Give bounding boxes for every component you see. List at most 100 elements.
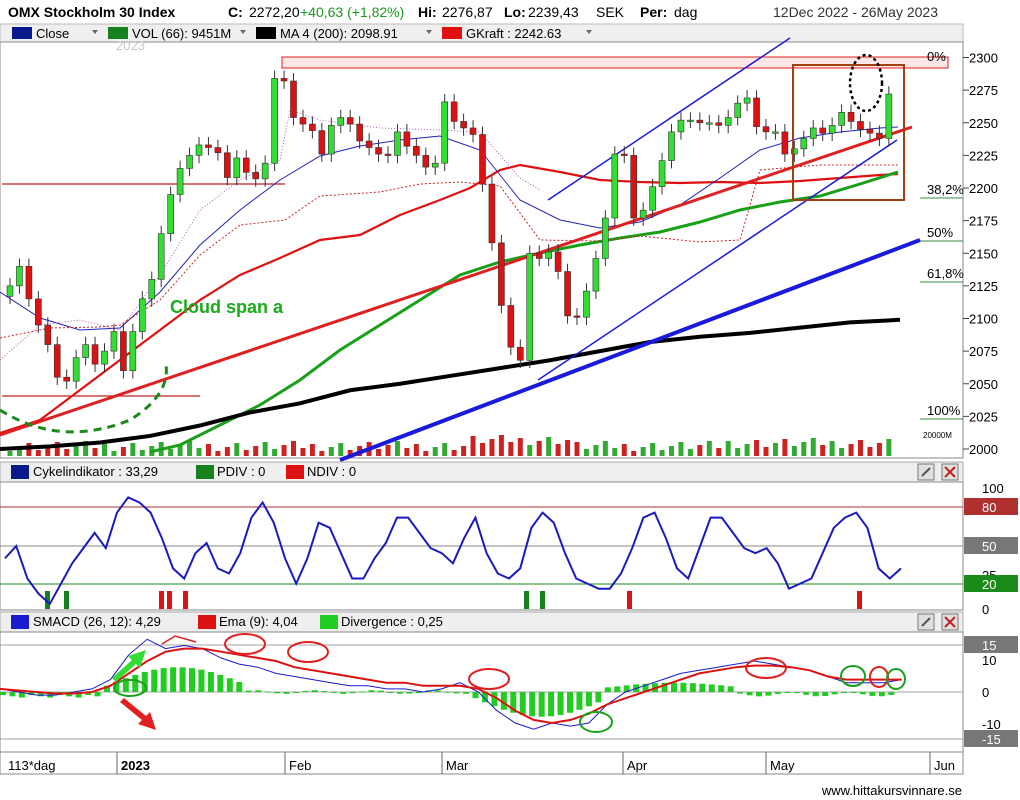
volume-bar — [867, 447, 873, 456]
cycle-tools-button[interactable] — [917, 463, 935, 481]
date-range: 12Dec 2022 - 26May 2023 — [773, 4, 938, 20]
down-arrow-icon — [120, 698, 156, 730]
candle-body — [687, 119, 694, 122]
volume-bar — [281, 445, 287, 456]
volume-bar — [376, 449, 382, 456]
candle-body — [639, 209, 647, 219]
chevron-down-icon — [240, 30, 246, 34]
time-axis-label: Apr — [627, 758, 648, 773]
price-axis-label: 2175 — [969, 214, 998, 229]
volume-bar — [565, 440, 571, 456]
histogram-bar — [236, 681, 243, 692]
cycle-axis-label: 0 — [982, 602, 989, 617]
volume-bar — [659, 450, 665, 456]
candle-body — [129, 331, 137, 371]
time-axis-label: May — [770, 758, 795, 773]
price-axis-label: 2100 — [969, 312, 998, 327]
histogram-bar — [869, 692, 876, 696]
volume-bar — [858, 440, 863, 456]
histogram-bar — [746, 692, 753, 696]
volume-bar — [451, 450, 457, 456]
candle-body — [91, 344, 99, 365]
candle-body — [290, 80, 297, 118]
stop-line — [0, 164, 898, 339]
volume-bar — [593, 445, 599, 456]
histogram-bar — [198, 669, 205, 692]
histogram-bar — [463, 692, 470, 694]
smacd-axis-label: 15 — [982, 638, 996, 653]
histogram-bar — [28, 692, 35, 696]
candle-body — [611, 153, 619, 219]
candle-body — [753, 97, 760, 127]
candle-body — [441, 101, 449, 164]
histogram-bar — [510, 692, 517, 713]
divergence-bar — [159, 591, 164, 609]
volume-bar — [338, 443, 344, 456]
candle-body — [271, 78, 278, 164]
volume-bar — [16, 447, 22, 456]
smacd-axis-label: 0 — [982, 685, 989, 700]
period-days-label: 113*dag — [8, 758, 55, 773]
candle-body — [72, 357, 80, 382]
histogram-bar — [359, 691, 366, 693]
candle-body — [205, 144, 212, 148]
histogram-bar — [548, 692, 555, 717]
volume-bar — [508, 442, 514, 456]
price-axis-label: 2150 — [969, 246, 998, 261]
volume-bar — [205, 444, 211, 456]
candle-body — [479, 134, 486, 185]
histogram-bar — [368, 690, 375, 692]
histogram-bar — [859, 692, 866, 695]
cycle-close-button[interactable] — [941, 463, 959, 481]
candle-body — [828, 125, 836, 134]
volume-bar — [461, 446, 467, 456]
candle-body — [261, 162, 269, 180]
smacd-tools-button[interactable] — [917, 613, 935, 631]
candle-body — [800, 138, 808, 150]
volume-bar — [839, 448, 845, 456]
signal-circle — [287, 641, 329, 663]
histogram-bar — [387, 692, 394, 693]
histogram-bar — [727, 686, 734, 692]
divergence-bar — [540, 591, 545, 609]
volume-bar — [73, 445, 79, 456]
volume-bar — [234, 443, 240, 456]
candle-body — [488, 183, 496, 244]
volume-bar — [243, 450, 249, 456]
smacd-close-button[interactable] — [941, 613, 959, 631]
currency: SEK — [596, 4, 625, 20]
low-label: Lo: — [504, 4, 526, 20]
price-axis-labels: 2300 2275 2250 2225 2200 2175 2150 2125 2100 2075… — [969, 51, 998, 458]
candle-body — [214, 147, 222, 154]
signal-circle — [745, 657, 787, 679]
volume-bar — [215, 451, 221, 456]
cycle-axis-label: 100 — [982, 481, 1004, 496]
volume-bar — [829, 441, 835, 456]
axis-label-badge — [964, 636, 1018, 653]
histogram-bar — [340, 692, 347, 694]
volume-bar — [300, 448, 306, 456]
smacd-axis-label: -10 — [982, 717, 1001, 732]
histogram-bar — [94, 692, 101, 697]
histogram-bar — [255, 690, 262, 692]
footer-site: www.hittakursvinnare.se — [821, 783, 962, 798]
price-axis-label: 2225 — [969, 148, 998, 163]
ema-label: Ema (9): 4,04 — [219, 614, 298, 629]
candle-body — [110, 331, 118, 352]
volume-bar — [791, 446, 797, 456]
cycle-indicator-line — [4, 496, 902, 606]
time-axis-label: Feb — [289, 758, 311, 773]
candlestick-series — [6, 70, 893, 389]
candle-body — [677, 119, 685, 133]
volume-bar — [697, 445, 703, 456]
histogram-bar — [330, 692, 337, 693]
candle-body — [583, 290, 590, 318]
candle-body — [413, 145, 420, 156]
histogram-bar — [841, 692, 848, 693]
candle-body — [592, 258, 600, 292]
volume-bar — [772, 443, 778, 456]
period-label: Per: — [640, 4, 667, 20]
cycle-axis-label: 20 — [982, 577, 996, 592]
volume-bar — [470, 436, 476, 456]
candle-body — [299, 117, 307, 125]
